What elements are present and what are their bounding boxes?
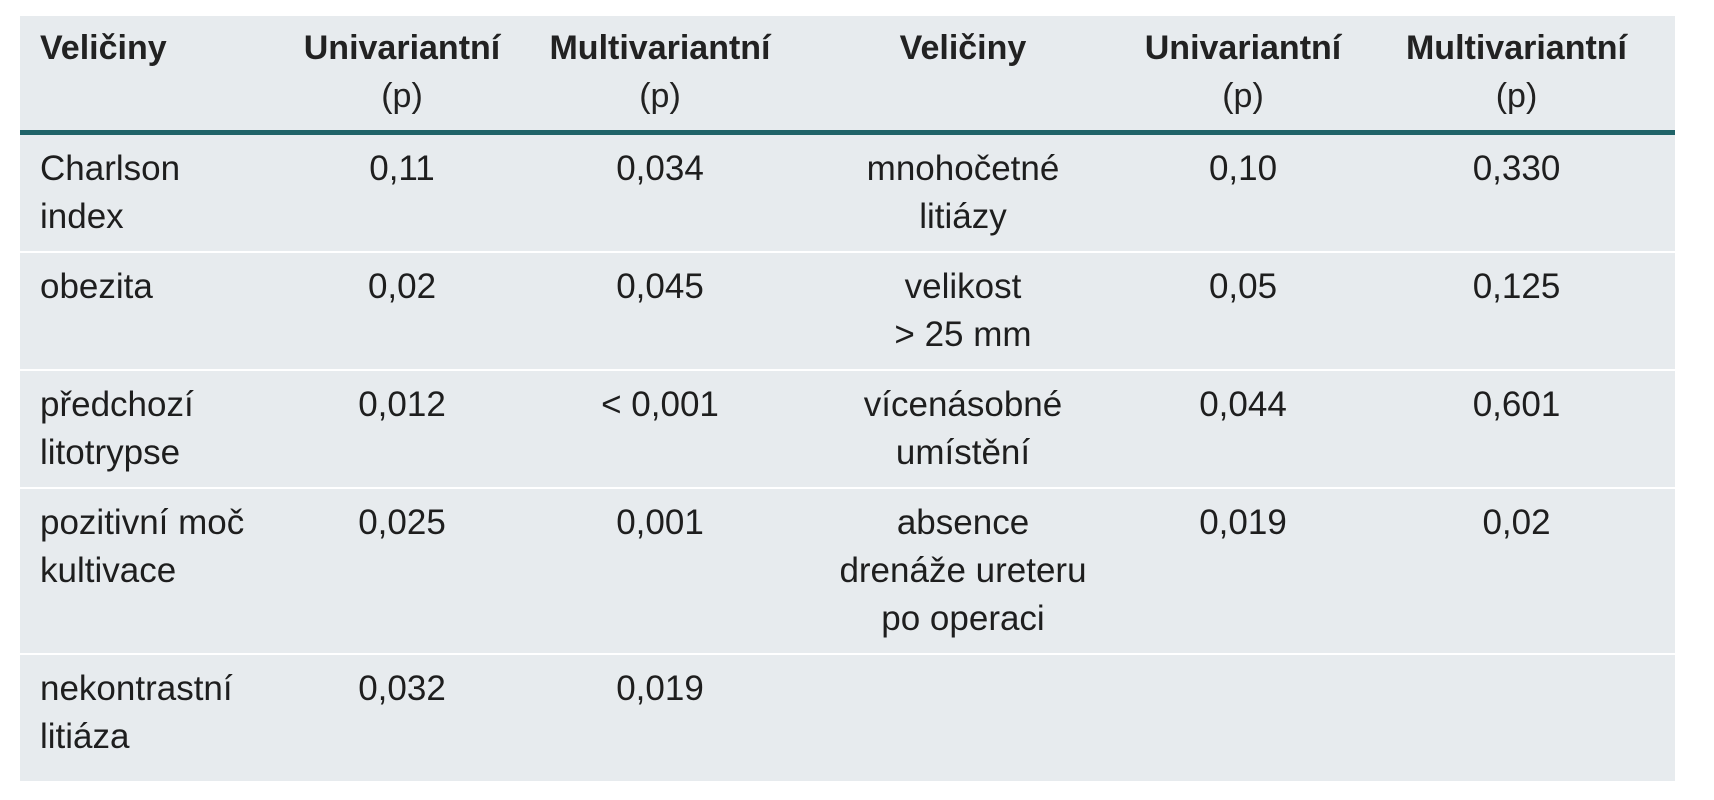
univariate-p-cell: 0,044 (1128, 370, 1358, 489)
multivariate-p-cell: 0,125 (1358, 252, 1675, 371)
univariate-p-cell: 0,11 (282, 132, 522, 253)
univariate-p-cell: 0,05 (1128, 252, 1358, 371)
header-row: Veličiny Univariantní (p) Multivariantní… (20, 16, 1675, 135)
variable-name-cell: mnohočetné litiázy (798, 132, 1128, 253)
multivariate-p-cell: 0,601 (1358, 370, 1675, 489)
header-variables-right: Veličiny (798, 16, 1128, 135)
variable-name-cell: předchozí litotrypse (20, 370, 282, 489)
variable-name-cell: obezita (20, 252, 282, 371)
header-label: Veličiny (40, 29, 167, 67)
statistics-table-container: Veličiny Univariantní (p) Multivariantní… (20, 16, 1675, 781)
multivariate-p-cell: 0,02 (1358, 488, 1675, 655)
header-variables-left: Veličiny (20, 16, 282, 135)
variable-name-cell: Charlson index (20, 132, 282, 253)
table-row: nekontrastní litiáza 0,032 0,019 (20, 654, 1675, 771)
multivariate-p-cell: 0,019 (616, 669, 704, 708)
table-row: obezita 0,02 0,045 velikost > 25 mm 0,05… (20, 252, 1675, 371)
multivariate-p-cell (1358, 654, 1675, 771)
table-row: pozitivní moč kultivace 0,025 0,001 abse… (20, 488, 1675, 655)
header-label: Univariantní (303, 29, 501, 67)
variable-name-cell: vícenásobné umístění (798, 370, 1128, 489)
univariate-p-cell: 0,10 (1128, 132, 1358, 253)
header-univariate-right: Univariantní (p) (1128, 16, 1358, 135)
univariate-p-cell: 0,012 (282, 370, 522, 489)
multivariate-p-cell: < 0,001 (522, 370, 798, 489)
table-row: předchozí litotrypse 0,012 < 0,001 vícen… (20, 370, 1675, 489)
multivariate-p-cell: 0,045 (522, 252, 798, 371)
header-sublabel: (p) (381, 77, 423, 115)
header-multivariate-right: Multivariantní (p) (1358, 16, 1675, 135)
header-label: Veličiny (899, 29, 1027, 67)
univariate-p-cell (1128, 654, 1358, 771)
header-multivariate-left: Multivariantní (p) (522, 16, 798, 135)
header-label: Multivariantní (1405, 29, 1628, 67)
multivariate-p-cell: 0,330 (1358, 132, 1675, 253)
header-univariate-left: Univariantní (p) (282, 16, 522, 135)
header-label: Univariantní (1144, 29, 1342, 67)
univariate-p-cell: 0,019 (1128, 488, 1358, 655)
multivariate-p-cell: 0,001 (522, 488, 798, 655)
univariate-p-cell: 0,032 (358, 669, 446, 708)
header-label: Multivariantní (549, 29, 771, 67)
variable-name-cell: nekontrastní litiáza (40, 669, 233, 756)
statistics-table: Veličiny Univariantní (p) Multivariantní… (20, 16, 1675, 771)
header-sublabel: (p) (639, 77, 681, 115)
multivariate-p-cell: 0,034 (522, 132, 798, 253)
variable-name-cell: velikost > 25 mm (798, 252, 1128, 371)
header-sublabel: (p) (1495, 77, 1538, 115)
univariate-p-cell: 0,02 (282, 252, 522, 371)
variable-name-cell (798, 654, 1128, 771)
variable-name-cell: absence drenáže ureteru po operaci (798, 488, 1128, 655)
variable-name-cell: pozitivní moč kultivace (20, 488, 282, 655)
table-row: Charlson index 0,11 0,034 mnohočetné lit… (20, 132, 1675, 253)
header-sublabel: (p) (1222, 77, 1264, 115)
univariate-p-cell: 0,025 (282, 488, 522, 655)
